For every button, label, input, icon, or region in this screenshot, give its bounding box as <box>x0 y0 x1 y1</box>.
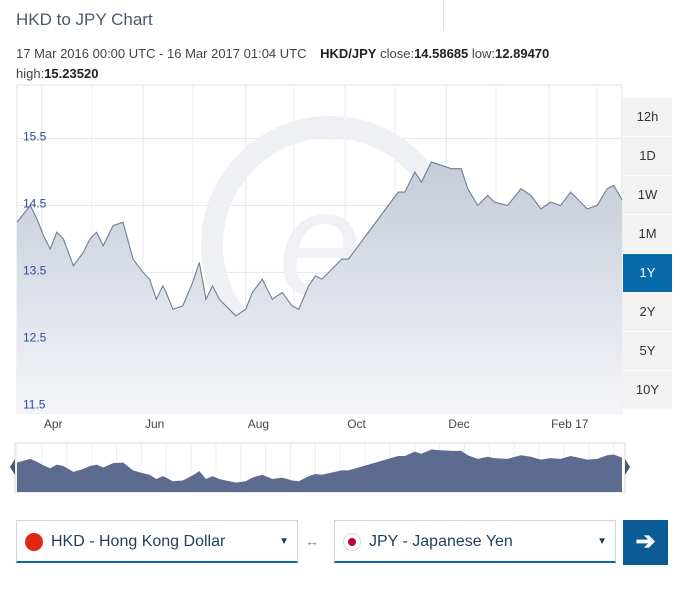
y-tick-label: 15.5 <box>23 130 47 144</box>
y-tick-label: 12.5 <box>23 330 47 344</box>
from-currency-select[interactable]: HKD - Hong Kong Dollar ▼ <box>16 520 298 563</box>
hong-kong-flag-icon <box>25 533 43 551</box>
x-tick-label: Dec <box>448 417 469 431</box>
period-button-1m[interactable]: 1M <box>623 215 672 253</box>
period-button-1d[interactable]: 1D <box>623 137 672 175</box>
to-currency-select[interactable]: JPY - Japanese Yen ▼ <box>334 520 616 563</box>
japan-flag-icon <box>343 533 361 551</box>
rate-line <box>16 161 623 317</box>
chevron-down-icon: ▼ <box>597 536 607 547</box>
close-value: 14.58685 <box>414 46 469 61</box>
period-selector: 12h 1D 1W 1M 1Y 2Y 5Y 10Y <box>623 98 672 410</box>
low-label: low: <box>471 46 496 61</box>
to-currency-label: JPY - Japanese Yen <box>369 533 513 550</box>
y-tick-label: 14.5 <box>23 196 47 210</box>
low-value: 12.89470 <box>495 46 550 61</box>
currency-pair: HKD/JPY <box>320 46 377 61</box>
y-tick-label: 11.5 <box>23 397 46 411</box>
navigator-right-handle <box>625 459 630 475</box>
convert-arrow-button[interactable]: ➔ <box>623 520 668 565</box>
period-button-1y[interactable]: 1Y <box>623 254 672 292</box>
x-tick-label: Jun <box>145 417 164 431</box>
period-button-2y[interactable]: 2Y <box>623 293 672 331</box>
navigator-series <box>17 449 622 492</box>
x-tick-label: Feb 17 <box>551 417 589 431</box>
period-button-5y[interactable]: 5Y <box>623 332 672 370</box>
swap-currencies-button[interactable]: ↔ <box>305 533 319 549</box>
x-tick-label: Oct <box>347 417 366 431</box>
x-tick-label: Aug <box>248 417 269 431</box>
period-button-12h[interactable]: 12h <box>623 98 672 136</box>
chevron-down-icon: ▼ <box>279 536 289 547</box>
x-tick-label: Apr <box>44 417 63 431</box>
high-value: 15.23520 <box>44 66 99 81</box>
high-label: high: <box>16 66 45 81</box>
y-tick-label: 13.5 <box>23 263 47 277</box>
chart-summary: 17 Mar 2016 00:00 UTC - 16 Mar 2017 01:0… <box>16 44 626 84</box>
close-label: close: <box>380 46 415 61</box>
from-currency-label: HKD - Hong Kong Dollar <box>51 533 226 550</box>
header-divider <box>443 0 444 30</box>
period-button-10y[interactable]: 10Y <box>623 371 672 409</box>
date-range: 17 Mar 2016 00:00 UTC - 16 Mar 2017 01:0… <box>16 46 307 61</box>
chart-title: HKD to JPY Chart <box>16 10 153 29</box>
period-button-1w[interactable]: 1W <box>623 176 672 214</box>
navigator-left-handle <box>10 459 15 475</box>
rate-area <box>17 161 622 413</box>
